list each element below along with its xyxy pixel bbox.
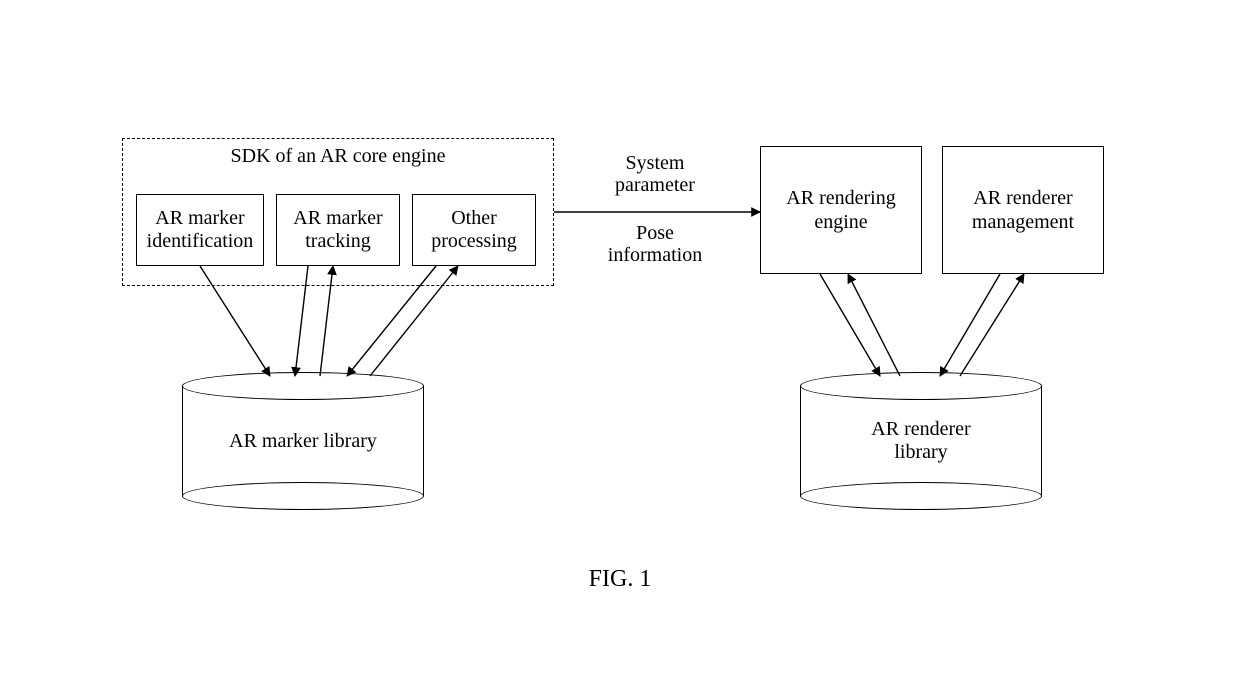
cylinder-marker-library-label: AR marker library bbox=[229, 430, 377, 453]
sdk-sub-other-processing: Other processing bbox=[412, 194, 536, 266]
sdk-sub-marker-id-label: AR marker identification bbox=[143, 207, 257, 253]
ar-rendering-engine-label: AR rendering engine bbox=[767, 186, 915, 234]
flow-label-pose-information: Pose information bbox=[570, 222, 740, 266]
cylinder-renderer-library: AR renderer library bbox=[800, 372, 1042, 510]
ar-renderer-management-label: AR renderer management bbox=[949, 186, 1097, 234]
sdk-sub-marker-id: AR marker identification bbox=[136, 194, 264, 266]
sdk-sub-marker-tracking-label: AR marker tracking bbox=[283, 207, 393, 253]
flow-label-system-parameter: System parameter bbox=[570, 152, 740, 196]
cylinder-marker-library: AR marker library bbox=[182, 372, 424, 510]
sdk-title: SDK of an AR core engine bbox=[123, 145, 553, 168]
figure-caption: FIG. 1 bbox=[0, 566, 1240, 593]
ar-renderer-management: AR renderer management bbox=[942, 146, 1104, 274]
sdk-sub-other-processing-label: Other processing bbox=[419, 207, 529, 253]
ar-rendering-engine: AR rendering engine bbox=[760, 146, 922, 274]
sdk-sub-marker-tracking: AR marker tracking bbox=[276, 194, 400, 266]
cylinder-renderer-library-label: AR renderer library bbox=[871, 418, 970, 464]
diagram-stage: SDK of an AR core engine AR marker ident… bbox=[0, 0, 1240, 684]
